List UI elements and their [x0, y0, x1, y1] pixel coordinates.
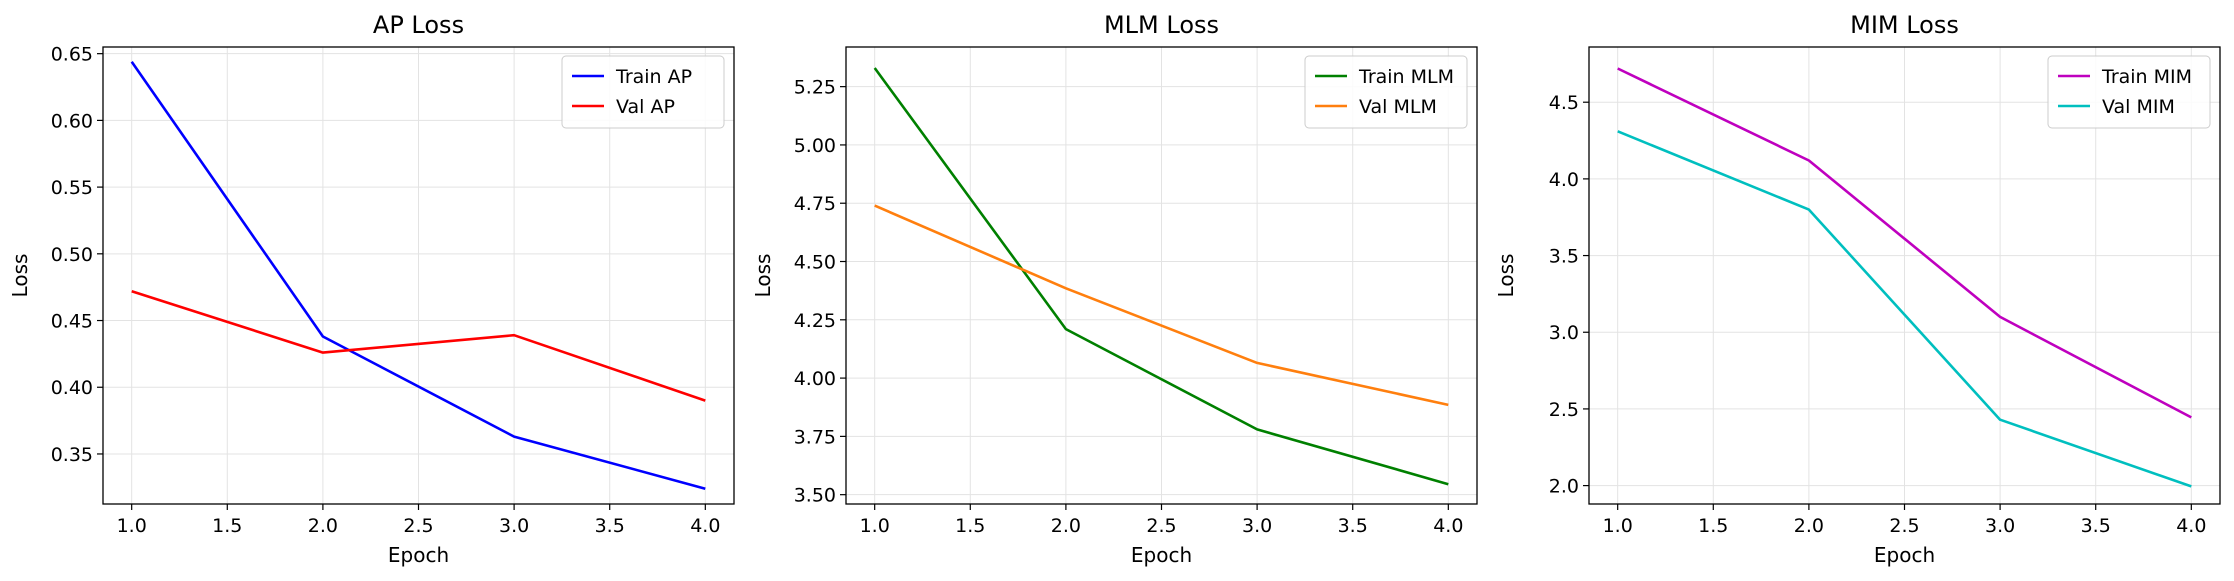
y-tick-label: 0.45 [51, 311, 93, 333]
series-line-train-mim [1617, 67, 2192, 419]
y-tick-label: 0.40 [51, 377, 93, 399]
series-line-train-ap [130, 60, 706, 490]
x-tick-label: 1.5 [955, 515, 985, 537]
chart-panel-3: 1.0 1.5 2.0 2.5 3.0 3.5 4.0 2.0 2.5 3.0 3.5 4.0 4.5 M… [1494, 11, 2221, 567]
series-line-train-mlm [873, 67, 1449, 486]
y-tick-label: 0.60 [51, 110, 93, 132]
y-tick-label: 4.75 [794, 193, 836, 215]
legend-entry: Train MIM [2101, 66, 2192, 88]
x-tick-label: 1.0 [1603, 515, 1633, 537]
chart-title: MLM Loss [1104, 11, 1219, 39]
x-tick-label: 3.5 [2081, 515, 2111, 537]
x-tick-label: 3.0 [1242, 515, 1272, 537]
y-tick-label: 0.50 [51, 244, 93, 266]
series-line-val-mlm [874, 204, 1449, 407]
x-tick-label: 4.0 [1433, 515, 1463, 537]
y-tick-label: 3.0 [1549, 322, 1579, 344]
y-tick-label: 4.25 [794, 310, 836, 332]
series-line-val-ap [131, 289, 706, 402]
x-tick-label: 2.0 [1051, 515, 1081, 537]
y-tick-label: 4.00 [794, 368, 836, 390]
legend: Train AP Val AP [561, 55, 725, 129]
y-tick-label: 5.00 [794, 135, 836, 157]
legend-box [561, 55, 725, 129]
x-tick-label: 4.0 [690, 515, 720, 537]
series-line-val-mim [1617, 130, 2192, 488]
x-tick-label: 1.0 [117, 515, 147, 537]
legend: Train MIM Val MIM [2047, 55, 2211, 129]
y-tick-label: 2.0 [1549, 476, 1579, 498]
y-tick-label: 0.35 [51, 444, 93, 466]
x-tick-label: 2.5 [1146, 515, 1176, 537]
legend-entry: Val MIM [2102, 96, 2175, 118]
chart-title: AP Loss [373, 11, 464, 39]
legend-box [1304, 55, 1468, 129]
x-tick-label: 1.5 [212, 515, 242, 537]
x-tick-label: 3.0 [1985, 515, 2015, 537]
legend-entry: Train AP [615, 66, 692, 88]
y-tick-label: 4.50 [794, 252, 836, 274]
x-tick-label: 1.5 [1698, 515, 1728, 537]
x-tick-label: 2.5 [403, 515, 433, 537]
x-tick-label: 2.0 [1794, 515, 1824, 537]
y-tick-label: 3.75 [794, 426, 836, 448]
legend-entry: Val MLM [1359, 96, 1437, 118]
y-tick-label: 5.25 [794, 77, 836, 99]
y-tick-label: 3.50 [794, 485, 836, 507]
y-axis-label: Loss [1494, 254, 1518, 298]
y-tick-label: 0.65 [51, 44, 93, 66]
x-axis-label: Epoch [1874, 543, 1935, 567]
y-axis-label: Loss [8, 254, 32, 298]
x-tick-label: 4.0 [2176, 515, 2206, 537]
x-tick-label: 3.0 [499, 515, 529, 537]
chart-panel-2: 1.0 1.5 2.0 2.5 3.0 3.5 4.0 3.50 3.75 4.00 4.25 4.5… [751, 11, 1478, 567]
y-axis-label: Loss [751, 254, 775, 298]
legend: Train MLM Val MLM [1304, 55, 1468, 129]
legend-box [2047, 55, 2211, 129]
y-tick-label: 2.5 [1549, 399, 1579, 421]
x-tick-label: 1.0 [860, 515, 890, 537]
x-axis-label: Epoch [1131, 543, 1192, 567]
x-tick-label: 2.5 [1889, 515, 1919, 537]
legend-entry: Val AP [616, 96, 675, 118]
y-tick-label: 4.0 [1549, 169, 1579, 191]
y-tick-label: 0.55 [51, 177, 93, 199]
x-tick-label: 3.5 [1338, 515, 1368, 537]
x-axis-label: Epoch [388, 543, 449, 567]
chart-title: MIM Loss [1850, 11, 1959, 39]
x-tick-label: 2.0 [308, 515, 338, 537]
legend-entry: Train MLM [1358, 66, 1454, 88]
y-tick-label: 4.5 [1549, 92, 1579, 114]
x-tick-label: 3.5 [595, 515, 625, 537]
y-tick-label: 3.5 [1549, 246, 1579, 268]
chart-panel-1: 1.0 1.5 2.0 2.5 3.0 3.5 4.0 0.35 0.40 0.45 0.50 0.5… [8, 11, 735, 567]
